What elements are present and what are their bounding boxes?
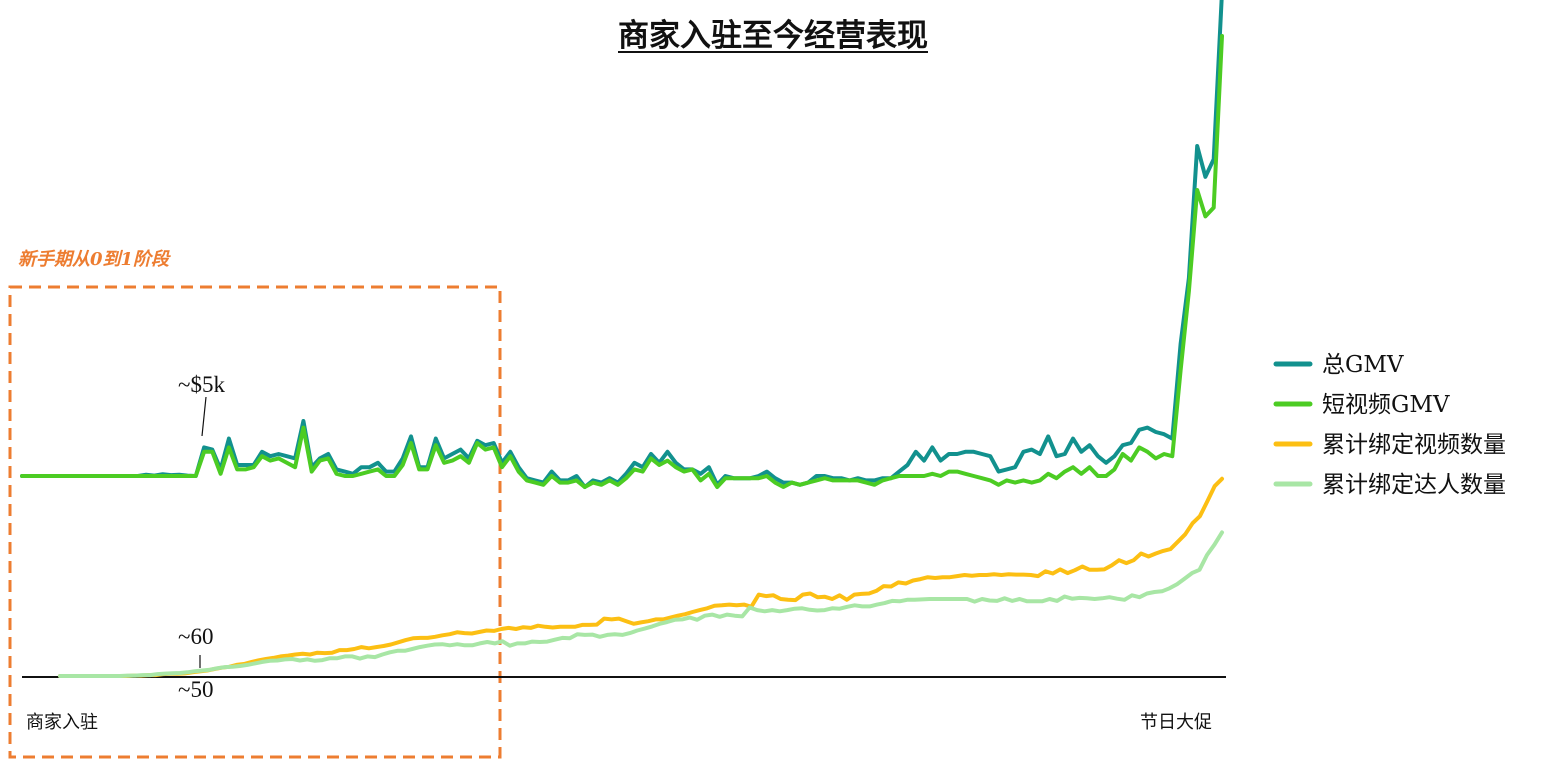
series-line-3: [58, 476, 1224, 678]
series-line-4: [58, 530, 1224, 678]
x-start-label: 商家入驻: [26, 712, 98, 733]
legend-label-3: 累计绑定视频数量: [1322, 432, 1506, 458]
legend-label-2: 短视频GMV: [1322, 392, 1450, 418]
phase-box: [8, 285, 502, 759]
chart-title: 商家入驻至今经营表现: [618, 18, 928, 54]
legend-label-1: 总GMV: [1322, 352, 1404, 378]
series-line-2: [20, 34, 1224, 489]
gmv-peak-pointer: [201, 396, 207, 437]
gmv-peak-annotation: ~$5k: [178, 372, 225, 397]
x-end-label: 节日大促: [1140, 712, 1212, 733]
series-layer: [20, 0, 1224, 678]
legend-label-4: 累计绑定达人数量: [1322, 472, 1506, 498]
creator-count-annotation: ~50: [178, 677, 213, 702]
phase-label: 新手期从0到1阶段: [18, 249, 171, 270]
series-line-1: [20, 0, 1224, 489]
video-count-annotation: ~60: [178, 624, 213, 649]
